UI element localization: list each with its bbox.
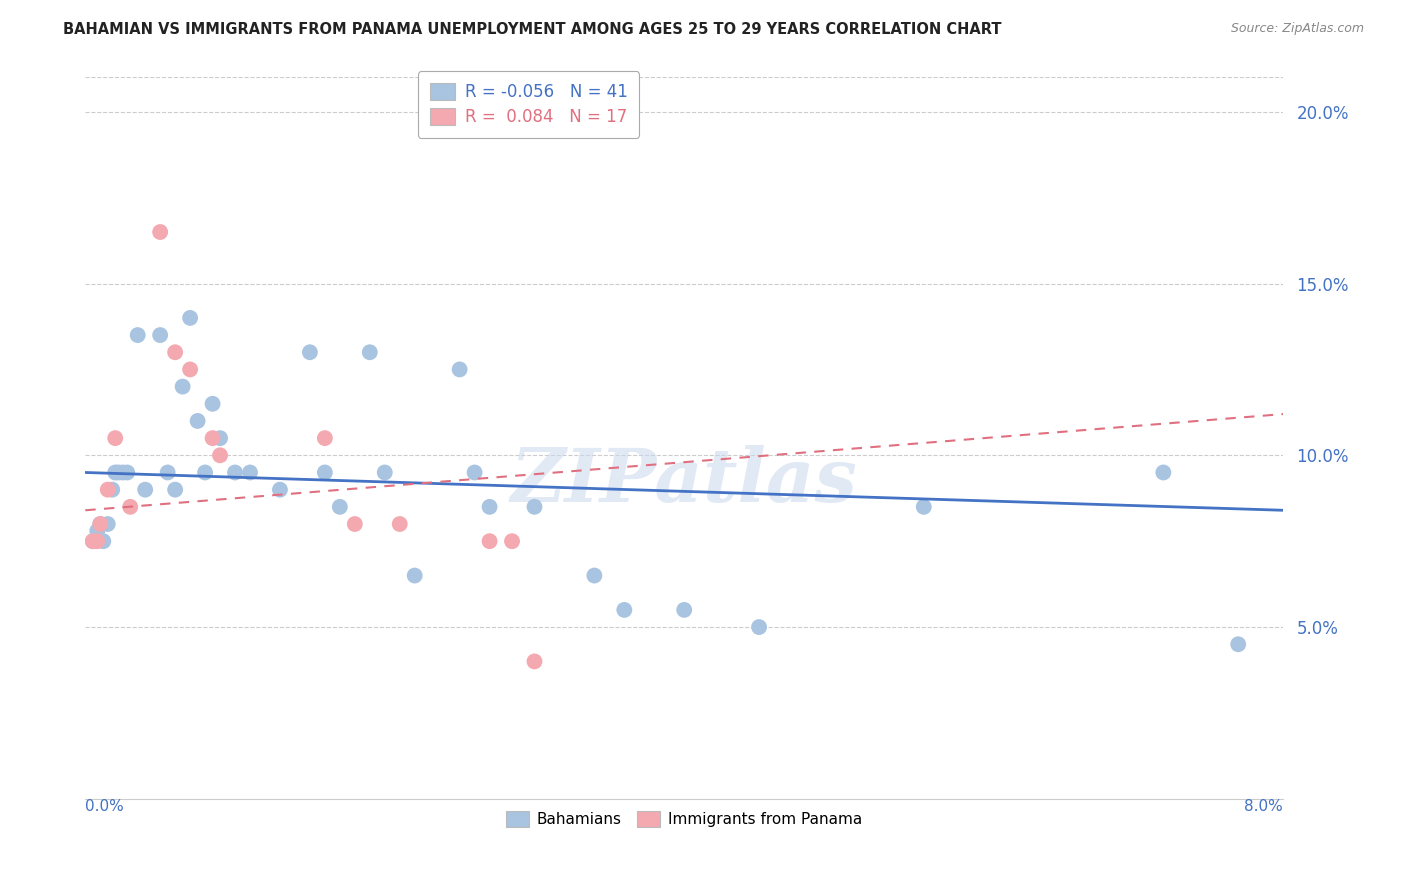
Point bbox=[127, 328, 149, 343]
Point bbox=[523, 655, 546, 669]
Point bbox=[404, 568, 426, 582]
Point bbox=[187, 414, 209, 428]
Point bbox=[111, 466, 134, 480]
Text: Source: ZipAtlas.com: Source: ZipAtlas.com bbox=[1230, 22, 1364, 36]
Point bbox=[201, 397, 224, 411]
Point bbox=[165, 483, 187, 497]
Point bbox=[239, 466, 262, 480]
Point bbox=[201, 431, 224, 445]
Point bbox=[89, 516, 111, 531]
Point bbox=[89, 516, 111, 531]
Point bbox=[523, 500, 546, 514]
Point bbox=[104, 431, 127, 445]
Point bbox=[343, 516, 366, 531]
Point bbox=[501, 534, 523, 549]
Point bbox=[82, 534, 104, 549]
Point bbox=[583, 568, 606, 582]
Point bbox=[329, 500, 352, 514]
Legend: Bahamians, Immigrants from Panama: Bahamians, Immigrants from Panama bbox=[499, 803, 870, 835]
Point bbox=[107, 466, 129, 480]
Point bbox=[374, 466, 396, 480]
Point bbox=[748, 620, 770, 634]
Text: BAHAMIAN VS IMMIGRANTS FROM PANAMA UNEMPLOYMENT AMONG AGES 25 TO 29 YEARS CORREL: BAHAMIAN VS IMMIGRANTS FROM PANAMA UNEMP… bbox=[63, 22, 1001, 37]
Point bbox=[115, 466, 138, 480]
Point bbox=[82, 534, 104, 549]
Point bbox=[359, 345, 381, 359]
Point bbox=[388, 516, 411, 531]
Point bbox=[172, 379, 194, 393]
Text: 8.0%: 8.0% bbox=[1244, 799, 1284, 814]
Point bbox=[165, 345, 187, 359]
Point bbox=[269, 483, 291, 497]
Point bbox=[91, 534, 114, 549]
Point bbox=[149, 225, 172, 239]
Point bbox=[449, 362, 471, 376]
Text: ZIPatlas: ZIPatlas bbox=[510, 445, 858, 517]
Point bbox=[298, 345, 321, 359]
Text: 0.0%: 0.0% bbox=[86, 799, 124, 814]
Point bbox=[1152, 466, 1174, 480]
Point bbox=[209, 431, 232, 445]
Point bbox=[149, 328, 172, 343]
Point bbox=[86, 534, 108, 549]
Point bbox=[194, 466, 217, 480]
Point bbox=[209, 448, 232, 462]
Point bbox=[314, 466, 336, 480]
Point bbox=[1227, 637, 1250, 651]
Point bbox=[179, 310, 201, 325]
Point bbox=[464, 466, 486, 480]
Point bbox=[86, 524, 108, 538]
Point bbox=[104, 466, 127, 480]
Point bbox=[224, 466, 246, 480]
Point bbox=[97, 516, 120, 531]
Point bbox=[613, 603, 636, 617]
Point bbox=[179, 362, 201, 376]
Point bbox=[97, 483, 120, 497]
Point bbox=[134, 483, 156, 497]
Point bbox=[156, 466, 179, 480]
Point bbox=[120, 500, 142, 514]
Point bbox=[101, 483, 124, 497]
Point bbox=[673, 603, 696, 617]
Point bbox=[912, 500, 935, 514]
Point bbox=[478, 534, 501, 549]
Point bbox=[478, 500, 501, 514]
Point bbox=[314, 431, 336, 445]
